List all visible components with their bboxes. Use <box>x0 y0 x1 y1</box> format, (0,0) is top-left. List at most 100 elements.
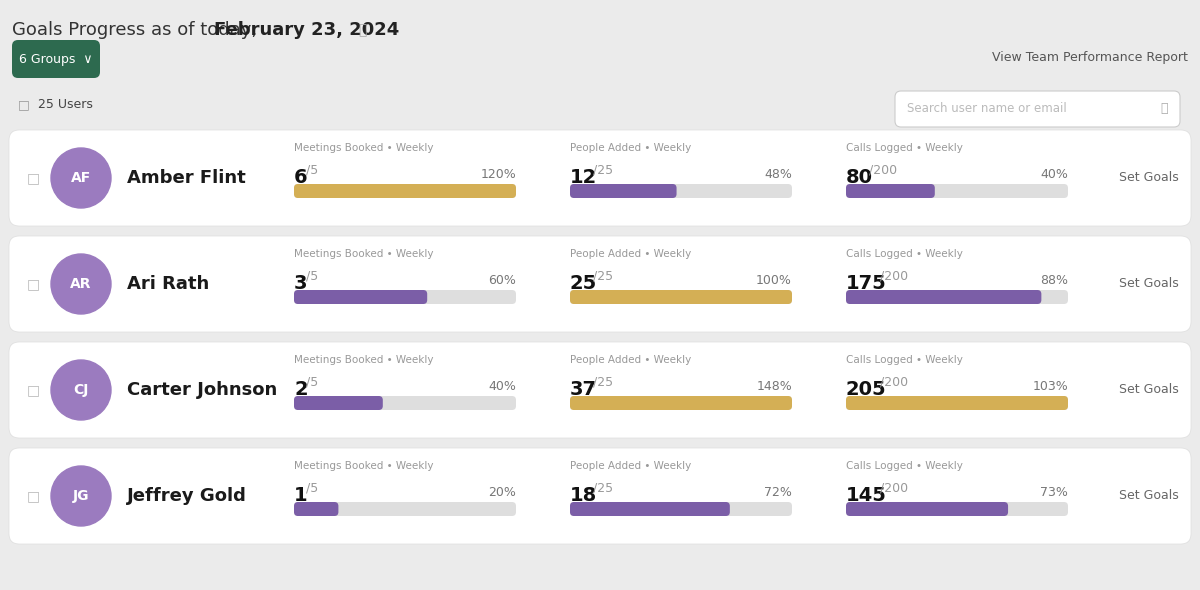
Text: Meetings Booked • Weekly: Meetings Booked • Weekly <box>294 461 433 471</box>
FancyBboxPatch shape <box>294 396 383 410</box>
Text: AR: AR <box>71 277 91 291</box>
Text: 25: 25 <box>570 274 598 293</box>
FancyBboxPatch shape <box>294 396 516 410</box>
FancyBboxPatch shape <box>846 290 1068 304</box>
Text: Calls Logged • Weekly: Calls Logged • Weekly <box>846 355 962 365</box>
FancyBboxPatch shape <box>846 184 1068 198</box>
Text: Jeffrey Gold: Jeffrey Gold <box>127 487 247 505</box>
Text: /5: /5 <box>306 164 318 177</box>
Text: 2: 2 <box>294 380 307 399</box>
FancyBboxPatch shape <box>294 502 338 516</box>
FancyBboxPatch shape <box>570 502 730 516</box>
Text: Calls Logged • Weekly: Calls Logged • Weekly <box>846 249 962 259</box>
FancyBboxPatch shape <box>12 40 100 78</box>
Text: People Added • Weekly: People Added • Weekly <box>570 249 691 259</box>
Text: View Team Performance Report: View Team Performance Report <box>992 51 1188 64</box>
Text: 145: 145 <box>846 486 887 505</box>
FancyBboxPatch shape <box>294 184 516 198</box>
Text: 120%: 120% <box>480 168 516 181</box>
Text: 6 Groups  ∨: 6 Groups ∨ <box>19 53 92 65</box>
Text: 20%: 20% <box>488 486 516 499</box>
Text: People Added • Weekly: People Added • Weekly <box>570 355 691 365</box>
FancyBboxPatch shape <box>10 342 1190 438</box>
Text: 73%: 73% <box>1040 486 1068 499</box>
FancyBboxPatch shape <box>846 502 1008 516</box>
Text: February 23, 2024: February 23, 2024 <box>214 21 398 39</box>
Text: 100%: 100% <box>756 274 792 287</box>
Text: Ari Rath: Ari Rath <box>127 275 209 293</box>
Text: Goals Progress as of today,: Goals Progress as of today, <box>12 21 263 39</box>
Text: Set Goals: Set Goals <box>1120 490 1178 503</box>
FancyBboxPatch shape <box>10 236 1190 332</box>
Text: 80: 80 <box>846 168 872 187</box>
FancyBboxPatch shape <box>570 184 792 198</box>
FancyBboxPatch shape <box>846 502 1068 516</box>
Text: 72%: 72% <box>764 486 792 499</box>
Circle shape <box>50 254 112 314</box>
Text: Set Goals: Set Goals <box>1120 277 1178 290</box>
FancyBboxPatch shape <box>570 502 792 516</box>
Text: □: □ <box>28 277 40 291</box>
Text: □: □ <box>28 489 40 503</box>
FancyBboxPatch shape <box>846 396 1068 410</box>
Text: /25: /25 <box>593 482 613 495</box>
Text: 40%: 40% <box>1040 168 1068 181</box>
FancyBboxPatch shape <box>895 91 1180 127</box>
Text: 12: 12 <box>570 168 598 187</box>
Text: 175: 175 <box>846 274 887 293</box>
Text: AF: AF <box>71 171 91 185</box>
Text: Set Goals: Set Goals <box>1120 384 1178 396</box>
Text: 6: 6 <box>294 168 307 187</box>
Text: 37: 37 <box>570 380 596 399</box>
Text: People Added • Weekly: People Added • Weekly <box>570 143 691 153</box>
Text: /5: /5 <box>306 376 318 389</box>
Text: Amber Flint: Amber Flint <box>127 169 246 187</box>
Text: /200: /200 <box>881 482 908 495</box>
Circle shape <box>50 148 112 208</box>
Text: 40%: 40% <box>488 380 516 393</box>
FancyBboxPatch shape <box>846 184 935 198</box>
Text: 88%: 88% <box>1040 274 1068 287</box>
FancyBboxPatch shape <box>570 396 792 410</box>
Text: 103%: 103% <box>1032 380 1068 393</box>
Text: /25: /25 <box>593 270 613 283</box>
Text: /5: /5 <box>306 482 318 495</box>
Text: Meetings Booked • Weekly: Meetings Booked • Weekly <box>294 355 433 365</box>
Text: /25: /25 <box>593 376 613 389</box>
Text: /25: /25 <box>593 164 613 177</box>
FancyBboxPatch shape <box>294 184 516 198</box>
Text: □: □ <box>28 383 40 397</box>
FancyBboxPatch shape <box>10 130 1190 226</box>
Text: 1: 1 <box>294 486 307 505</box>
Text: 60%: 60% <box>488 274 516 287</box>
Text: 148%: 148% <box>756 380 792 393</box>
Circle shape <box>50 466 112 526</box>
FancyBboxPatch shape <box>846 290 1042 304</box>
Text: Meetings Booked • Weekly: Meetings Booked • Weekly <box>294 249 433 259</box>
Text: 48%: 48% <box>764 168 792 181</box>
Text: 3: 3 <box>294 274 307 293</box>
Text: /200: /200 <box>881 270 908 283</box>
Text: Calls Logged • Weekly: Calls Logged • Weekly <box>846 461 962 471</box>
FancyBboxPatch shape <box>294 290 516 304</box>
Text: Carter Johnson: Carter Johnson <box>127 381 277 399</box>
FancyBboxPatch shape <box>10 448 1190 544</box>
Text: 25 Users: 25 Users <box>38 99 92 112</box>
Text: CJ: CJ <box>73 383 89 397</box>
Text: Set Goals: Set Goals <box>1120 172 1178 185</box>
FancyBboxPatch shape <box>570 290 792 304</box>
Text: /200: /200 <box>881 376 908 389</box>
FancyBboxPatch shape <box>570 396 792 410</box>
Text: □: □ <box>18 99 30 112</box>
Text: JG: JG <box>73 489 89 503</box>
Text: □: □ <box>28 171 40 185</box>
Text: People Added • Weekly: People Added • Weekly <box>570 461 691 471</box>
FancyBboxPatch shape <box>846 396 1068 410</box>
Text: 205: 205 <box>846 380 887 399</box>
FancyBboxPatch shape <box>570 184 677 198</box>
Text: 🔍: 🔍 <box>1160 103 1168 116</box>
Circle shape <box>50 360 112 420</box>
Text: Calls Logged • Weekly: Calls Logged • Weekly <box>846 143 962 153</box>
Text: Meetings Booked • Weekly: Meetings Booked • Weekly <box>294 143 433 153</box>
FancyBboxPatch shape <box>570 290 792 304</box>
